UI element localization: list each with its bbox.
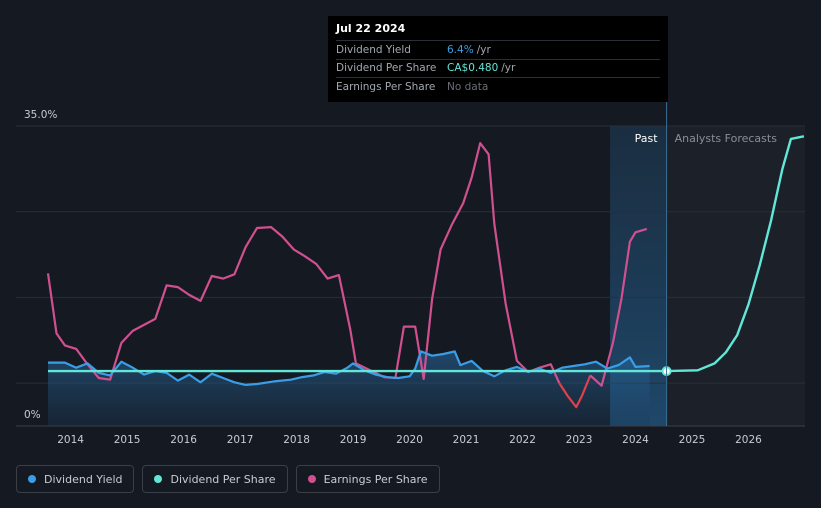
x-tick-label: 2019 xyxy=(340,434,367,446)
tooltip-value: No data xyxy=(447,80,489,93)
legend-item-dividend-per-share[interactable]: Dividend Per Share xyxy=(142,465,288,493)
x-tick-label: 2014 xyxy=(57,434,84,446)
earnings-per-share-line xyxy=(46,142,561,384)
x-tick-label: 2024 xyxy=(622,434,649,446)
legend-item-dividend-yield[interactable]: Dividend Yield xyxy=(16,465,135,493)
earnings-per-share-negative-segment xyxy=(558,374,592,409)
tooltip-unit: /yr xyxy=(476,43,491,56)
tooltip-label: Earnings Per Share xyxy=(336,80,436,93)
x-tick-label: 2020 xyxy=(396,434,423,446)
tooltip: Jul 22 2024 Dividend Yield 6.4% /yr Divi… xyxy=(328,16,668,102)
x-tick-label: 2023 xyxy=(566,434,593,446)
legend-label: Dividend Yield xyxy=(44,472,123,486)
legend-label: Dividend Per Share xyxy=(170,472,276,486)
y-tick-label: 35.0% xyxy=(24,109,57,121)
legend: Dividend Yield Dividend Per Share Earnin… xyxy=(16,465,440,493)
forecast-region xyxy=(666,126,805,426)
dividend-per-share-dot-icon xyxy=(154,475,163,483)
tooltip-row-earnings-per-share: Earnings Per Share No data xyxy=(336,77,660,96)
tooltip-unit: /yr xyxy=(501,62,516,75)
x-tick-label: 2017 xyxy=(227,434,254,446)
past-label: Past xyxy=(635,132,659,145)
tooltip-value: CA$0.480 xyxy=(447,62,499,75)
legend-item-earnings-per-share[interactable]: Earnings Per Share xyxy=(295,465,440,493)
x-tick-label: 2026 xyxy=(735,434,762,446)
x-tick-label: 2016 xyxy=(170,434,197,446)
forecast-label: Analysts Forecasts xyxy=(675,132,778,145)
tooltip-row-dividend-yield: Dividend Yield 6.4% /yr xyxy=(336,40,660,59)
dividend-per-share-line xyxy=(48,135,805,373)
x-tick-label: 2025 xyxy=(679,434,706,446)
x-tick-label: 2022 xyxy=(509,434,536,446)
tooltip-value: 6.4% xyxy=(447,43,474,56)
y-tick-label: 0% xyxy=(24,409,41,421)
x-tick-label: 2021 xyxy=(453,434,480,446)
tooltip-label: Dividend Per Share xyxy=(336,62,437,75)
x-tick-label: 2018 xyxy=(283,434,310,446)
earnings-per-share-dot-icon xyxy=(307,475,316,483)
x-tick-label: 2015 xyxy=(114,434,141,446)
earnings-per-share-line-recent xyxy=(589,227,648,387)
tooltip-row-dividend-per-share: Dividend Per Share CA$0.480 /yr xyxy=(336,58,660,78)
dividend-yield-area xyxy=(48,351,650,426)
dividend-yield-dot-icon xyxy=(28,475,36,483)
tooltip-date: Jul 22 2024 xyxy=(336,22,406,35)
legend-label: Earnings Per Share xyxy=(323,472,428,486)
tooltip-label: Dividend Yield xyxy=(336,43,411,56)
